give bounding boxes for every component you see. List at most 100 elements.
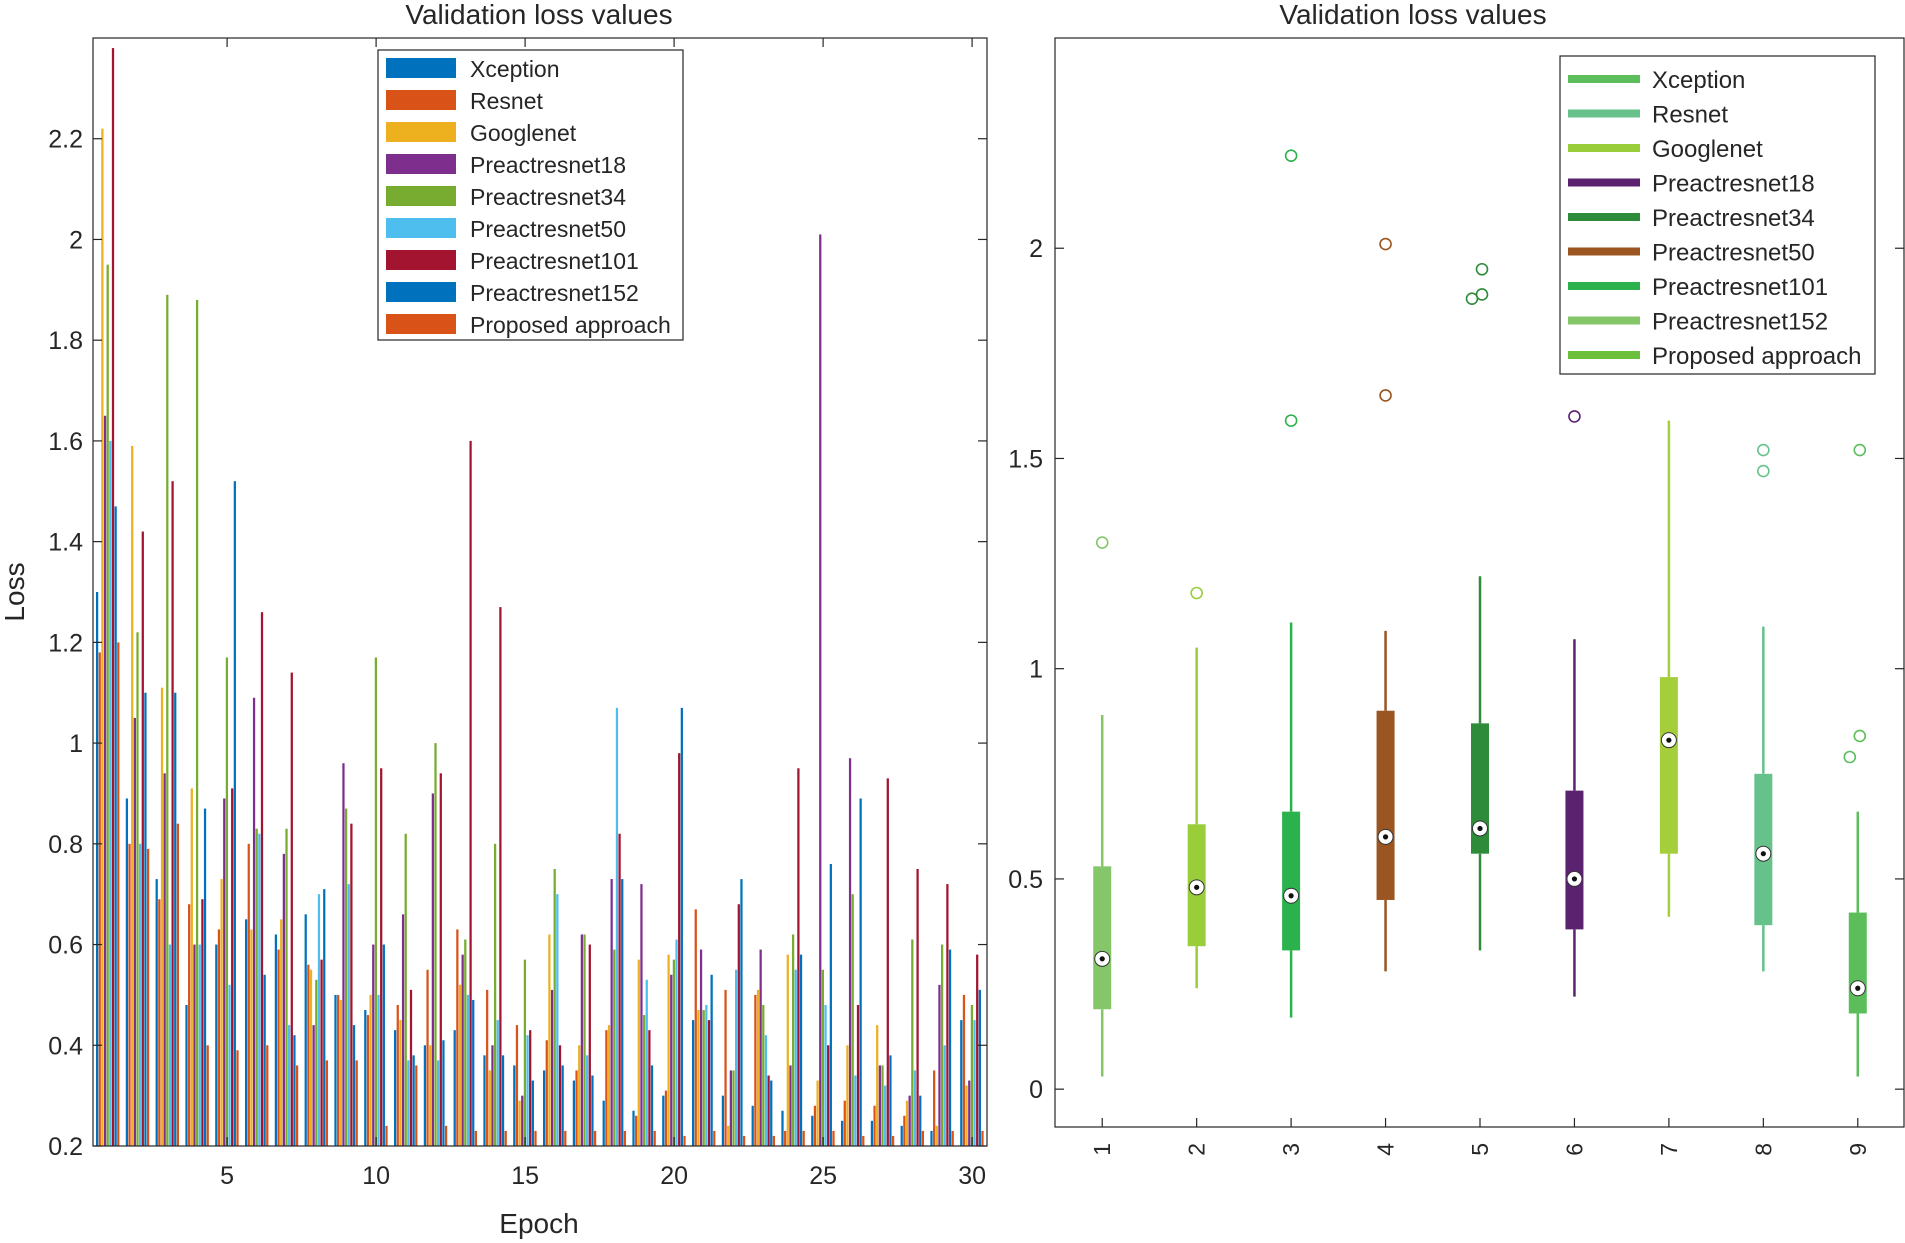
bar [648, 1030, 651, 1146]
bar [474, 1130, 478, 1146]
bar [534, 1130, 537, 1146]
bar [529, 1030, 532, 1146]
bar [740, 879, 743, 1146]
bar [198, 944, 201, 1146]
bar [832, 1130, 835, 1146]
bar [756, 989, 760, 1146]
legend-item[interactable]: Preactresnet101 [386, 248, 639, 274]
legend-item[interactable]: Preactresnet34 [1568, 205, 1815, 232]
bar [342, 763, 345, 1146]
bar [605, 1030, 608, 1146]
bar [553, 869, 556, 1146]
bar [819, 234, 822, 1147]
bar [653, 1130, 656, 1146]
legend-item[interactable]: Resnet [386, 88, 543, 114]
legend-item[interactable]: Preactresnet152 [1568, 309, 1828, 336]
legend-label: Preactresnet152 [470, 280, 639, 306]
bar [163, 773, 166, 1146]
bar [325, 1060, 329, 1146]
left-legend[interactable]: Xception Resnet Googlenet Preactresnet18 Pre… [377, 49, 684, 341]
bar [960, 1020, 963, 1146]
bar [352, 1025, 356, 1146]
box-outlier [1379, 237, 1392, 251]
x-tick-label: 4 [1373, 1143, 1399, 1156]
legend-item[interactable]: Preactresnet152 [386, 280, 639, 306]
bar [981, 1130, 984, 1146]
legend-item[interactable]: Preactresnet101 [1568, 274, 1828, 301]
legend-item[interactable]: Xception [386, 56, 560, 82]
bar [461, 954, 464, 1146]
left-bar-chart: Validation loss values Loss Epoch 0.2 0.4… [0, 0, 988, 1239]
bar [518, 1100, 521, 1146]
box-outlier [1475, 262, 1489, 276]
y-tick-label: 1 [1029, 656, 1043, 684]
box-body [1093, 866, 1112, 1010]
bar [737, 904, 740, 1146]
bar [217, 929, 221, 1146]
legend-item[interactable]: Proposed approach [386, 312, 671, 338]
box-group [1376, 237, 1395, 972]
bar [635, 1115, 638, 1146]
bar [680, 707, 683, 1146]
bar [791, 934, 795, 1146]
bar [103, 415, 107, 1147]
right-legend[interactable]: Xception Resnet Googlenet Preactresnet18 Pre… [1559, 55, 1876, 375]
legend-item[interactable]: Xception [1568, 67, 1745, 94]
bar [347, 884, 350, 1146]
bar [891, 1135, 895, 1146]
bar [707, 1020, 711, 1146]
legend-item[interactable]: Googlenet [1568, 136, 1763, 163]
x-tick-label: 9 [1845, 1143, 1871, 1156]
bar [393, 1030, 397, 1146]
bar [372, 944, 375, 1146]
legend-label: Resnet [470, 88, 543, 114]
bar [827, 1045, 830, 1146]
legend-label: Preactresnet101 [470, 248, 639, 274]
bar [735, 969, 738, 1146]
bar [727, 1125, 730, 1146]
y-tick-label: 2 [69, 226, 83, 254]
bar [564, 1130, 567, 1146]
bar [109, 440, 112, 1146]
bar [280, 919, 283, 1146]
bar [496, 1020, 499, 1146]
bar [493, 843, 497, 1146]
right-box-chart: Validation loss values 0 0.5 1 1.5 2 1 2 3 4 5 6 7 8… [1008, 0, 1905, 1156]
legend-item[interactable]: Resnet [1568, 102, 1728, 129]
box-group [1465, 262, 1489, 951]
bar [114, 506, 117, 1146]
legend-item[interactable]: Proposed approach [1568, 343, 1861, 370]
box-body [1376, 710, 1395, 900]
legend-item[interactable]: Preactresnet34 [386, 184, 626, 210]
bar [95, 592, 99, 1146]
bar [921, 1130, 925, 1146]
bar [188, 904, 191, 1146]
box-outlier [1568, 410, 1581, 423]
bar [943, 1045, 946, 1146]
bar [412, 1055, 415, 1146]
bar [642, 1015, 646, 1146]
bar [930, 1130, 933, 1146]
bar [816, 1080, 819, 1146]
bar [705, 1004, 708, 1146]
box-group [1187, 586, 1206, 989]
bar [439, 773, 442, 1146]
bar [263, 974, 266, 1146]
box-outlier [1095, 536, 1109, 549]
bar [846, 1045, 849, 1146]
legend-item[interactable]: Googlenet [386, 120, 577, 146]
bar [903, 1115, 906, 1146]
legend-item[interactable]: Preactresnet18 [1568, 171, 1815, 198]
legend-label: Preactresnet18 [470, 152, 626, 178]
bar [862, 1135, 865, 1146]
legend-item[interactable]: Preactresnet18 [386, 152, 626, 178]
bar [220, 879, 223, 1146]
y-tick-label: 0.6 [48, 932, 83, 960]
y-tick-label: 1.4 [48, 529, 83, 557]
bar [724, 989, 727, 1146]
legend-item[interactable]: Preactresnet50 [1568, 240, 1815, 267]
legend-swatch [386, 282, 456, 302]
legend-item[interactable]: Preactresnet50 [386, 216, 626, 242]
bar [591, 1075, 594, 1146]
